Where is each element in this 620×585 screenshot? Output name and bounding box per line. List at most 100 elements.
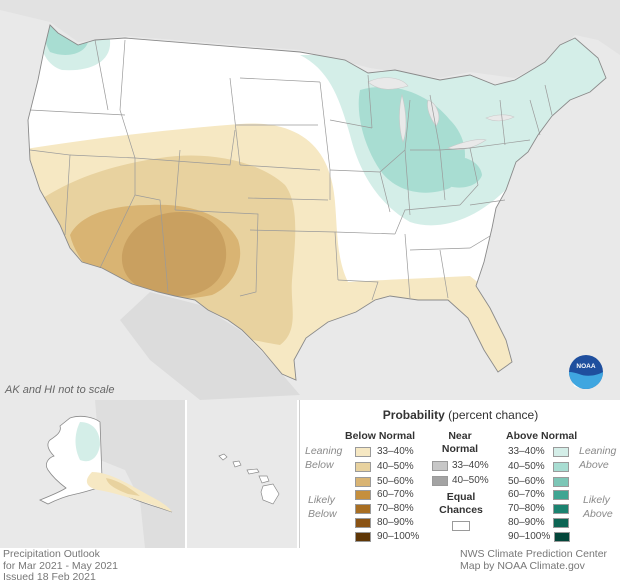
likely-above-line1: Likely [583, 494, 610, 506]
footer-issued: Issued 18 Feb 2021 [3, 571, 96, 583]
label-below-60-70: 60–70% [377, 489, 414, 500]
leaning-above-label: Leaning Above [579, 444, 616, 472]
equal-chances-label: Equal Chances [438, 491, 484, 517]
legend-row-below-2: 40–50% [355, 460, 414, 473]
swatch-above-70-80 [552, 503, 569, 514]
legend-row-near-1: 33–40% [432, 459, 489, 472]
legend-row-above-5: 70–80% [508, 502, 569, 515]
island-hawaii [260, 483, 280, 505]
likely-below-line1: Likely [308, 494, 335, 506]
footer-right: NWS Climate Prediction Center Map by NOA… [460, 548, 608, 572]
equal-chances-line1: Equal [446, 491, 476, 503]
hawaii-map-svg [218, 453, 280, 505]
swatch-near-40-50 [432, 475, 448, 486]
island-molokai [246, 468, 260, 475]
legend-row-below-5: 70–80% [355, 502, 414, 515]
swatch-below-40-50 [355, 461, 371, 472]
island-kauai [218, 453, 228, 461]
below-normal-header: Below Normal [345, 430, 416, 442]
swatch-above-40-50 [552, 461, 569, 472]
leaning-below-line2: Below [305, 459, 334, 471]
swatch-below-70-80 [355, 503, 371, 514]
label-below-80-90: 80–90% [377, 517, 414, 528]
swatch-below-60-70 [355, 489, 371, 500]
leaning-above-line2: Above [579, 459, 609, 471]
footer-outlook-title: Precipitation Outlook [3, 548, 100, 560]
near-normal-header-line2: Normal [441, 443, 479, 455]
lake-erie [447, 139, 487, 150]
swatch-below-80-90 [355, 517, 371, 528]
canada-region [0, 0, 620, 78]
swatch-above-60-70 [552, 489, 569, 500]
island-maui [258, 475, 270, 484]
label-above-90-100: 90–100% [508, 531, 551, 542]
label-below-50-60: 50–60% [377, 476, 414, 487]
hawaii-inset [187, 400, 297, 548]
lake-superior [367, 77, 409, 90]
footer-left: Precipitation Outlook for Mar 2021 - May… [3, 548, 118, 584]
canada-yukon [95, 400, 185, 548]
legend-row-below-6: 80–90% [355, 516, 414, 529]
label-near-33-40: 33–40% [452, 460, 489, 471]
below-50-60-core [121, 212, 227, 296]
legend-row-above-4: 60–70% [508, 488, 569, 501]
lake-ontario [485, 114, 515, 122]
swatch-below-90-100 [355, 531, 371, 542]
legend-row-below-7: 90–100% [355, 530, 419, 543]
legend-row-above-2: 40–50% [508, 460, 569, 473]
footer-map-credit: Map by NOAA Climate.gov [460, 559, 585, 572]
scale-note: AK and HI not to scale [5, 384, 115, 396]
swatch-above-90-100 [554, 531, 571, 542]
legend-row-below-4: 60–70% [355, 488, 414, 501]
label-above-60-70: 60–70% [508, 489, 545, 500]
leaning-above-line1: Leaning [579, 445, 617, 457]
near-normal-header: Near Normal [440, 430, 480, 456]
inset-row: Probability (percent chance) Below Norma… [0, 400, 620, 548]
island-oahu [232, 460, 242, 468]
likely-below-line2: Below [308, 508, 337, 520]
label-near-40-50: 40–50% [452, 475, 489, 486]
leaning-below-label: Leaning Below [305, 444, 342, 472]
label-above-40-50: 40–50% [508, 461, 545, 472]
us-outlook-map-svg: NOAA [0, 0, 620, 400]
swatch-near-33-40 [432, 460, 448, 471]
footer-source: NWS Climate Prediction Center [460, 548, 608, 560]
legend-title: Probability (percent chance) [300, 408, 620, 422]
leaning-below-line1: Leaning [305, 445, 343, 457]
footer-period: for Mar 2021 - May 2021 [3, 559, 118, 572]
alaska-below-40-50 [106, 478, 140, 496]
label-above-50-60: 50–60% [508, 476, 545, 487]
legend-row-below-1: 33–40% [355, 445, 414, 458]
legend-row-above-6: 80–90% [508, 516, 569, 529]
legend-title-main: Probability [382, 408, 445, 422]
swatch-above-50-60 [552, 476, 569, 487]
legend-row-above-7: 90–100% [508, 530, 571, 543]
us-outline [27, 24, 607, 381]
likely-above-label: Likely Above [583, 493, 613, 521]
likely-below-label: Likely Below [308, 493, 337, 521]
alaska-map-svg [39, 400, 185, 548]
legend-row-below-3: 50–60% [355, 475, 414, 488]
label-above-80-90: 80–90% [508, 517, 545, 528]
label-below-90-100: 90–100% [377, 531, 420, 542]
label-below-70-80: 70–80% [377, 503, 414, 514]
label-below-33-40: 33–40% [377, 446, 414, 457]
likely-above-line2: Above [583, 508, 613, 520]
contiguous-us-map: NOAA [0, 0, 620, 400]
above-40-50-ohio [440, 156, 482, 188]
label-below-40-50: 40–50% [377, 461, 414, 472]
swatch-equal-chances [452, 521, 470, 531]
alaska-inset [0, 400, 185, 548]
swatch-below-33-40 [355, 446, 371, 457]
noaa-logo: NOAA [569, 355, 603, 389]
swatch-above-33-40 [552, 446, 569, 457]
equal-chances-line2: Chances [439, 504, 483, 516]
lake-michigan [399, 93, 407, 143]
swatch-below-50-60 [355, 476, 371, 487]
legend-row-near-2: 40–50% [432, 474, 489, 487]
alaska-above-area [75, 422, 100, 462]
state-borders [29, 39, 553, 301]
swatch-above-80-90 [552, 517, 569, 528]
legend-panel: Probability (percent chance) Below Norma… [299, 400, 620, 548]
legend-row-above-3: 50–60% [508, 475, 569, 488]
